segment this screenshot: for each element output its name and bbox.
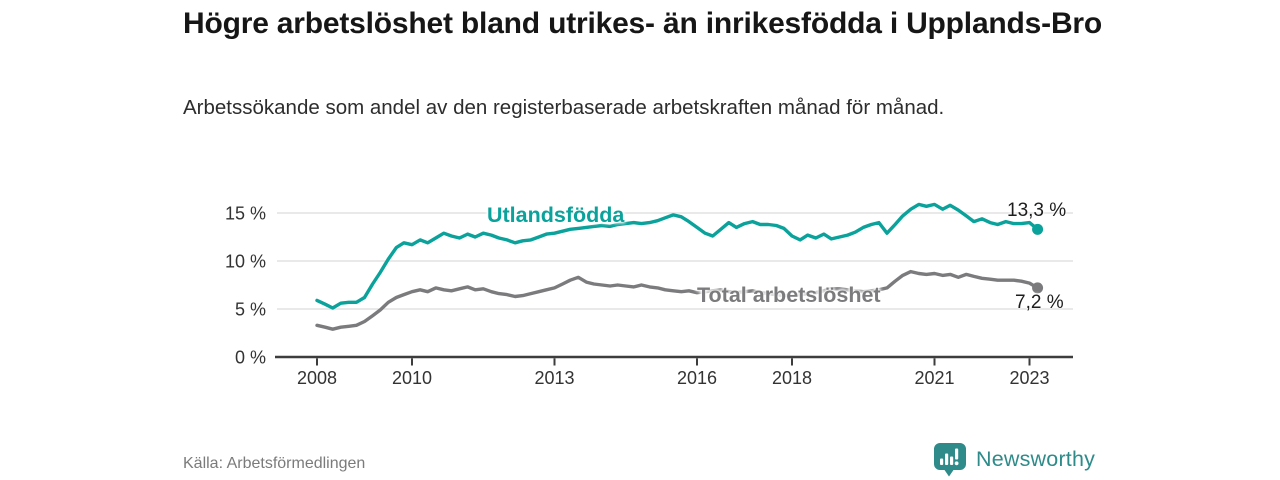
x-tick-label: 2023 bbox=[1009, 368, 1049, 388]
newsworthy-pin-barchart-icon bbox=[934, 443, 966, 477]
x-tick-label: 2008 bbox=[297, 368, 337, 388]
x-tick-label: 2013 bbox=[534, 368, 574, 388]
series-label-total-arbetsloshet: Total arbetslöshet bbox=[697, 283, 881, 307]
unemployment-line-chart: 2008 2010 2013 2016 2018 2021 2023 0 % 5 % 10 % 15… bbox=[225, 202, 1073, 388]
y-tick-label: 0 % bbox=[235, 348, 266, 368]
page-subtitle: Arbetssökande som andel av den registerb… bbox=[183, 96, 945, 119]
y-tick-label: 15 % bbox=[225, 204, 266, 224]
end-value-label-utlandsfodda: 13,3 % bbox=[1007, 200, 1067, 221]
series-end-dot-total bbox=[1032, 282, 1044, 294]
series-line-utlandsfodda bbox=[315, 202, 1040, 310]
series-line-total bbox=[315, 269, 1040, 331]
source-note: Källa: Arbetsförmedlingen bbox=[183, 455, 366, 472]
newsworthy-wordmark: Newsworthy bbox=[976, 447, 1096, 471]
x-tick-label: 2010 bbox=[392, 368, 432, 388]
series-label-utlandsfodda: Utlandsfödda bbox=[487, 203, 625, 227]
x-tick-label: 2018 bbox=[772, 368, 812, 388]
series-end-dot-utlandsfodda bbox=[1032, 223, 1044, 235]
x-tick-label: 2021 bbox=[914, 368, 954, 388]
newsworthy-branding: Newsworthy bbox=[933, 442, 1095, 477]
page-title: Högre arbetslöshet bland utrikes- än inr… bbox=[183, 7, 1103, 40]
y-tick-label: 5 % bbox=[235, 300, 266, 320]
x-tick-label: 2016 bbox=[677, 368, 717, 388]
y-tick-label: 10 % bbox=[225, 252, 266, 272]
end-value-label-total: 7,2 % bbox=[1015, 292, 1064, 313]
